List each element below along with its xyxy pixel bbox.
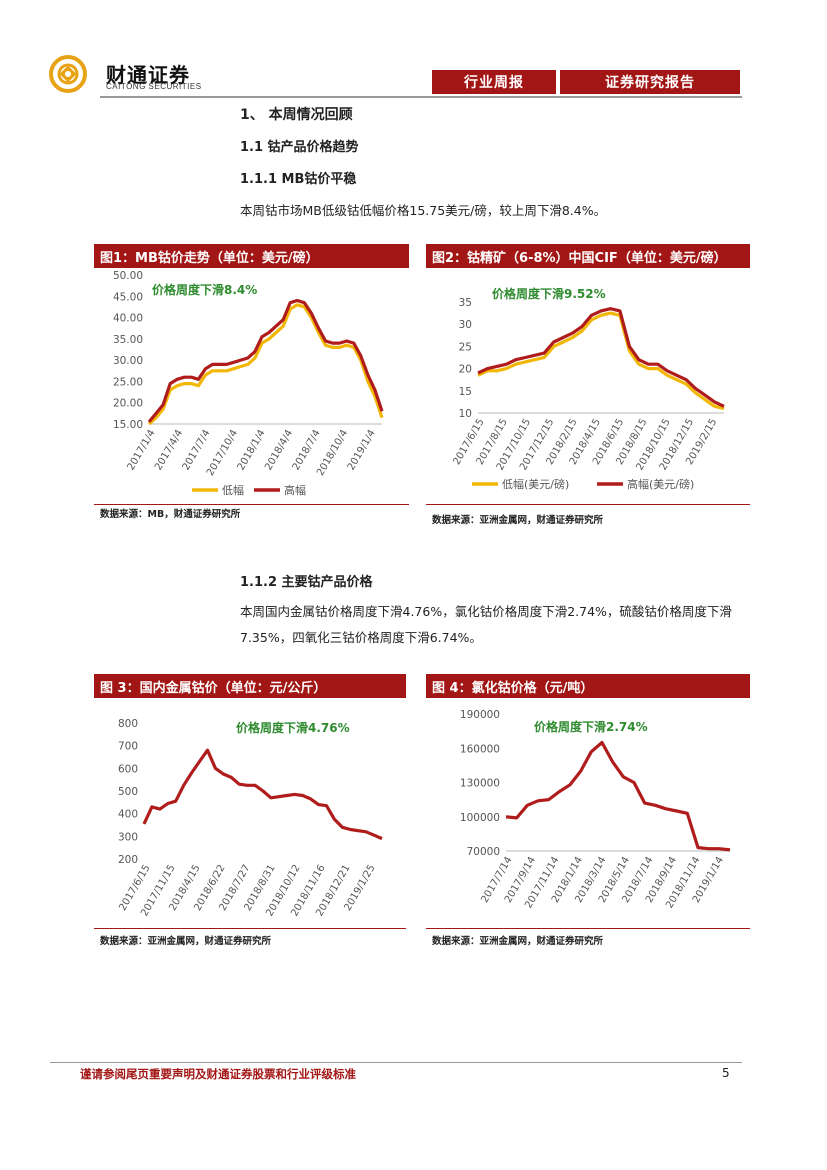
series-line-0 bbox=[477, 311, 725, 411]
legend-label: 高幅(美元/磅) bbox=[627, 477, 694, 491]
figure-3-source: 数据来源：亚洲金属网，财通证券研究所 bbox=[100, 936, 272, 947]
legend-label: 低幅 bbox=[222, 484, 244, 497]
y-tick-label: 35.00 bbox=[113, 334, 143, 346]
y-tick-label: 500 bbox=[118, 786, 138, 798]
y-tick-label: 190000 bbox=[460, 709, 500, 721]
y-tick-label: 600 bbox=[118, 763, 138, 775]
subsubsection-heading-products: 1.1.2 主要钴产品价格 bbox=[240, 575, 373, 590]
y-tick-label: 50.00 bbox=[113, 270, 143, 282]
subsubsection-heading-mb: 1.1.1 MB钴价平稳 bbox=[240, 172, 357, 187]
footer-disclaimer: 谨请参阅尾页重要声明及财通证券股票和行业评级标准 bbox=[80, 1067, 356, 1081]
paragraph-mb-price: 本周钴市场MB低级钴低幅价格15.75美元/磅，较上周下滑8.4%。 bbox=[240, 203, 607, 218]
series-line-1 bbox=[147, 298, 384, 423]
figure-2-title: 图2：钴精矿（6-8%）中国CIF（单位：美元/磅） bbox=[426, 244, 750, 268]
y-tick-label: 100000 bbox=[460, 812, 500, 824]
y-tick-label: 160000 bbox=[460, 743, 500, 755]
chart-annotation: 价格周度下滑4.76% bbox=[236, 720, 350, 735]
y-tick-label: 30 bbox=[459, 319, 472, 331]
figure-1-source: 数据来源：MB，财通证券研究所 bbox=[100, 509, 241, 520]
figure-2-chart: 1015202530352017/6/152017/8/152017/10/15… bbox=[451, 286, 725, 491]
y-tick-label: 15.00 bbox=[113, 419, 143, 431]
header-divider bbox=[100, 96, 742, 98]
figure-3-chart: 2003004005006007008002017/6/152017/11/15… bbox=[117, 718, 383, 918]
y-tick-label: 35 bbox=[459, 297, 472, 309]
y-tick-label: 70000 bbox=[467, 846, 500, 858]
section-heading: 1、 本周情况回顾 bbox=[240, 107, 353, 123]
y-tick-label: 130000 bbox=[460, 778, 500, 790]
y-tick-label: 15 bbox=[459, 386, 472, 398]
x-tick-label: 2019/1/4 bbox=[346, 428, 378, 472]
y-tick-label: 25.00 bbox=[113, 376, 143, 388]
figure-2-source: 数据来源：亚洲金属网，财通证券研究所 bbox=[432, 515, 604, 526]
logo-chinese-name: 财通证券 bbox=[106, 63, 190, 87]
series-line-0 bbox=[142, 748, 383, 841]
subsection-heading: 1.1 钴产品价格趋势 bbox=[240, 140, 359, 155]
figure-1-title: 图1：MB钴价走势（单位：美元/磅） bbox=[94, 244, 409, 268]
figure-1-bottom-rule bbox=[94, 504, 409, 505]
y-tick-label: 40.00 bbox=[113, 313, 143, 325]
figure-2-bottom-rule bbox=[426, 504, 750, 505]
figure-3: 图 3：国内金属钴价（单位：元/公斤） bbox=[94, 674, 406, 698]
page-number: 5 bbox=[722, 1066, 730, 1080]
y-tick-label: 30.00 bbox=[113, 355, 143, 367]
y-tick-label: 200 bbox=[118, 854, 138, 866]
figure-4: 图 4：氯化钴价格（元/吨） bbox=[426, 674, 750, 698]
chart-annotation: 价格周度下滑9.52% bbox=[492, 286, 606, 301]
series-line-0 bbox=[505, 740, 731, 852]
y-tick-label: 10 bbox=[459, 408, 472, 420]
chart-annotation: 价格周度下滑8.4% bbox=[152, 282, 257, 297]
figure-4-bottom-rule bbox=[426, 928, 750, 929]
paragraph-product-prices: 本周国内金属钴价格周度下滑4.76%，氯化钴价格周度下滑2.74%，硫酸钴价格周… bbox=[240, 604, 732, 645]
series-line-1 bbox=[477, 307, 725, 408]
footer-divider bbox=[50, 1062, 742, 1063]
y-tick-label: 400 bbox=[118, 809, 138, 821]
figure-2: 图2：钴精矿（6-8%）中国CIF（单位：美元/磅） bbox=[426, 244, 750, 268]
series-line-0 bbox=[147, 303, 384, 426]
figure-4-source: 数据来源：亚洲金属网，财通证券研究所 bbox=[432, 936, 604, 947]
report-category-tag: 证券研究报告 bbox=[560, 70, 740, 94]
figure-4-title: 图 4：氯化钴价格（元/吨） bbox=[426, 674, 750, 698]
figure-3-title: 图 3：国内金属钴价（单位：元/公斤） bbox=[94, 674, 406, 698]
figure-4-chart: 700001000001300001600001900002017/7/1420… bbox=[460, 709, 731, 910]
y-tick-label: 25 bbox=[459, 341, 472, 353]
report-type-tag: 行业周报 bbox=[432, 70, 556, 94]
y-tick-label: 800 bbox=[118, 718, 138, 730]
y-tick-label: 300 bbox=[118, 831, 138, 843]
figure-3-bottom-rule bbox=[94, 928, 406, 929]
logo-english-name: CAITONG SECURITIES bbox=[106, 82, 202, 91]
legend-label: 低幅(美元/磅) bbox=[502, 477, 569, 491]
figure-1: 图1：MB钴价走势（单位：美元/磅） bbox=[94, 244, 409, 268]
y-tick-label: 700 bbox=[118, 741, 138, 753]
legend-label: 高幅 bbox=[284, 483, 306, 497]
y-tick-label: 20.00 bbox=[113, 398, 143, 410]
y-tick-label: 45.00 bbox=[113, 291, 143, 303]
y-tick-label: 20 bbox=[459, 364, 472, 376]
caitong-logo-icon bbox=[49, 55, 87, 93]
chart-annotation: 价格周度下滑2.74% bbox=[534, 719, 648, 734]
figure-1-chart: 15.00 20.00 25.00 30.00 35.00 40.00 45.00 50.00… bbox=[113, 270, 384, 497]
